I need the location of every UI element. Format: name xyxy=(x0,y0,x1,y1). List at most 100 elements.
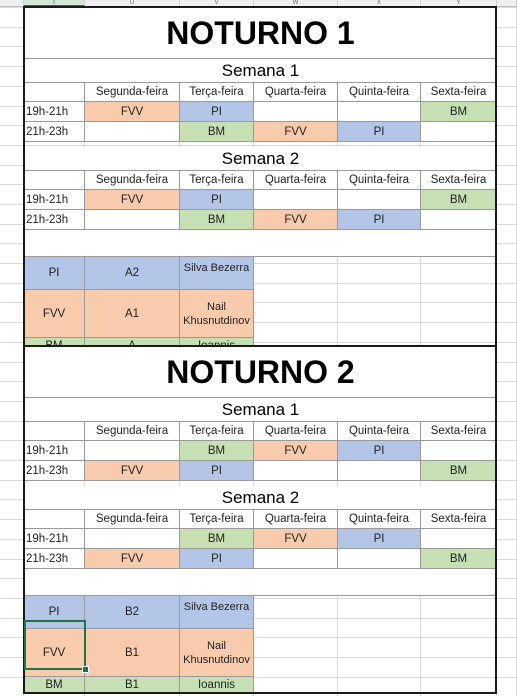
time-slot-cell[interactable]: 21h-23h xyxy=(24,549,85,569)
day-header[interactable]: Quarta-feira xyxy=(254,422,338,441)
column-header-v[interactable]: V xyxy=(180,0,254,7)
day-header[interactable]: Segunda-feira xyxy=(85,510,180,529)
day-header[interactable]: Sexta-feira xyxy=(421,510,497,529)
legend-teacher-cell[interactable]: Nail Khusnutdinov xyxy=(180,290,254,338)
class-cell-fvv[interactable]: FVV xyxy=(85,190,180,210)
day-header[interactable]: Segunda-feira xyxy=(85,171,180,190)
class-cell-fvv[interactable]: FVV xyxy=(85,549,180,569)
day-header[interactable]: Quarta-feira xyxy=(254,83,338,102)
column-header-edge[interactable] xyxy=(0,0,24,7)
empty-cell[interactable] xyxy=(421,529,497,549)
class-cell-pi[interactable]: PI xyxy=(180,190,254,210)
class-cell-bm[interactable]: BM xyxy=(180,441,254,461)
class-cell-pi[interactable]: PI xyxy=(338,441,421,461)
legend-room-cell[interactable]: A2 xyxy=(85,257,180,290)
class-cell-bm[interactable]: BM xyxy=(421,461,497,481)
time-slot-cell[interactable]: 21h-23h xyxy=(24,210,85,230)
column-header-y[interactable]: Y xyxy=(421,0,497,7)
empty-cell[interactable] xyxy=(338,549,421,569)
time-slot-cell[interactable]: 21h-23h xyxy=(24,461,85,481)
empty-cell[interactable] xyxy=(85,122,180,142)
column-header-edge[interactable] xyxy=(497,0,517,7)
legend-room-cell[interactable]: B2 xyxy=(85,596,180,629)
class-cell-fvv[interactable]: FVV xyxy=(85,102,180,122)
empty-cell[interactable] xyxy=(338,190,421,210)
day-header[interactable]: Segunda-feira xyxy=(85,83,180,102)
legend-teacher-cell[interactable]: Luiz Carlos da Silva Bezerra xyxy=(180,257,254,290)
day-header[interactable]: Segunda-feira xyxy=(85,422,180,441)
empty-cell[interactable] xyxy=(85,210,180,230)
fill-handle[interactable] xyxy=(82,666,89,673)
time-slot-cell[interactable]: 19h-21h xyxy=(24,529,85,549)
empty-cell[interactable] xyxy=(254,102,338,122)
class-cell-fvv[interactable]: FVV xyxy=(254,441,338,461)
class-cell-bm[interactable]: BM xyxy=(180,210,254,230)
day-header[interactable]: Quarta-feira xyxy=(254,171,338,190)
gridline-horizontal xyxy=(0,322,517,323)
class-cell-fvv[interactable]: FVV xyxy=(254,122,338,142)
class-cell-bm[interactable]: BM xyxy=(180,529,254,549)
class-cell-pi[interactable]: PI xyxy=(338,529,421,549)
column-header-u[interactable]: U xyxy=(85,0,180,7)
spacer-row[interactable] xyxy=(24,230,497,257)
class-cell-pi[interactable]: PI xyxy=(180,102,254,122)
corner-cell[interactable] xyxy=(24,171,85,190)
time-slot-cell[interactable]: 19h-21h xyxy=(24,102,85,122)
legend-code-cell[interactable]: BM xyxy=(24,677,85,693)
empty-cell[interactable] xyxy=(85,529,180,549)
day-header[interactable]: Quarta-feira xyxy=(254,510,338,529)
legend-teacher-cell[interactable]: Nail Khusnutdinov xyxy=(180,629,254,677)
empty-cell[interactable] xyxy=(421,210,497,230)
day-header[interactable]: Quinta-feira xyxy=(338,171,421,190)
time-slot-cell[interactable]: 19h-21h xyxy=(24,441,85,461)
class-cell-fvv[interactable]: FVV xyxy=(85,461,180,481)
day-header[interactable]: Sexta-feira xyxy=(421,171,497,190)
day-header[interactable]: Terça-feira xyxy=(180,510,254,529)
day-header[interactable]: Quinta-feira xyxy=(338,83,421,102)
day-header[interactable]: Terça-feira xyxy=(180,83,254,102)
legend-room-cell[interactable]: B1 xyxy=(85,629,180,677)
legend-teacher-cell[interactable]: Luiz Carlos da Silva Bezerra xyxy=(180,596,254,629)
empty-cell[interactable] xyxy=(254,461,338,481)
column-header-x[interactable]: X xyxy=(338,0,421,7)
empty-cell[interactable] xyxy=(254,549,338,569)
day-header[interactable]: Sexta-feira xyxy=(421,422,497,441)
empty-cell[interactable] xyxy=(338,461,421,481)
corner-cell[interactable] xyxy=(24,422,85,441)
legend-code-cell[interactable]: PI xyxy=(24,596,85,629)
class-cell-fvv[interactable]: FVV xyxy=(254,529,338,549)
spacer-row[interactable] xyxy=(24,569,497,596)
legend-code-cell[interactable]: FVV xyxy=(24,290,85,338)
legend-code-cell[interactable]: PI xyxy=(24,257,85,290)
class-cell-pi[interactable]: PI xyxy=(180,461,254,481)
class-cell-bm[interactable]: BM xyxy=(421,190,497,210)
legend-code-cell[interactable]: FVV xyxy=(24,629,85,677)
legend-room-cell[interactable]: A1 xyxy=(85,290,180,338)
class-cell-pi[interactable]: PI xyxy=(180,549,254,569)
corner-cell[interactable] xyxy=(24,510,85,529)
empty-cell[interactable] xyxy=(421,441,497,461)
empty-cell[interactable] xyxy=(338,102,421,122)
corner-cell[interactable] xyxy=(24,83,85,102)
class-cell-bm[interactable]: BM xyxy=(421,549,497,569)
time-slot-cell[interactable]: 21h-23h xyxy=(24,122,85,142)
class-cell-pi[interactable]: PI xyxy=(338,122,421,142)
class-cell-fvv[interactable]: FVV xyxy=(254,210,338,230)
day-header[interactable]: Quinta-feira xyxy=(338,422,421,441)
empty-cell[interactable] xyxy=(421,122,497,142)
class-cell-bm[interactable]: BM xyxy=(421,102,497,122)
column-header-t[interactable]: T xyxy=(24,0,85,7)
time-slot-cell[interactable]: 19h-21h xyxy=(24,190,85,210)
empty-cell[interactable] xyxy=(254,190,338,210)
class-cell-pi[interactable]: PI xyxy=(338,210,421,230)
class-cell-bm[interactable]: BM xyxy=(180,122,254,142)
empty-cell[interactable] xyxy=(85,441,180,461)
day-header[interactable]: Terça-feira xyxy=(180,171,254,190)
day-header[interactable]: Quinta-feira xyxy=(338,510,421,529)
column-header-w[interactable]: W xyxy=(254,0,338,7)
legend-room-cell[interactable]: B1 xyxy=(85,677,180,693)
day-header[interactable]: Sexta-feira xyxy=(421,83,497,102)
legend-teacher-cell[interactable]: Ioannis xyxy=(180,677,254,693)
day-header[interactable]: Terça-feira xyxy=(180,422,254,441)
